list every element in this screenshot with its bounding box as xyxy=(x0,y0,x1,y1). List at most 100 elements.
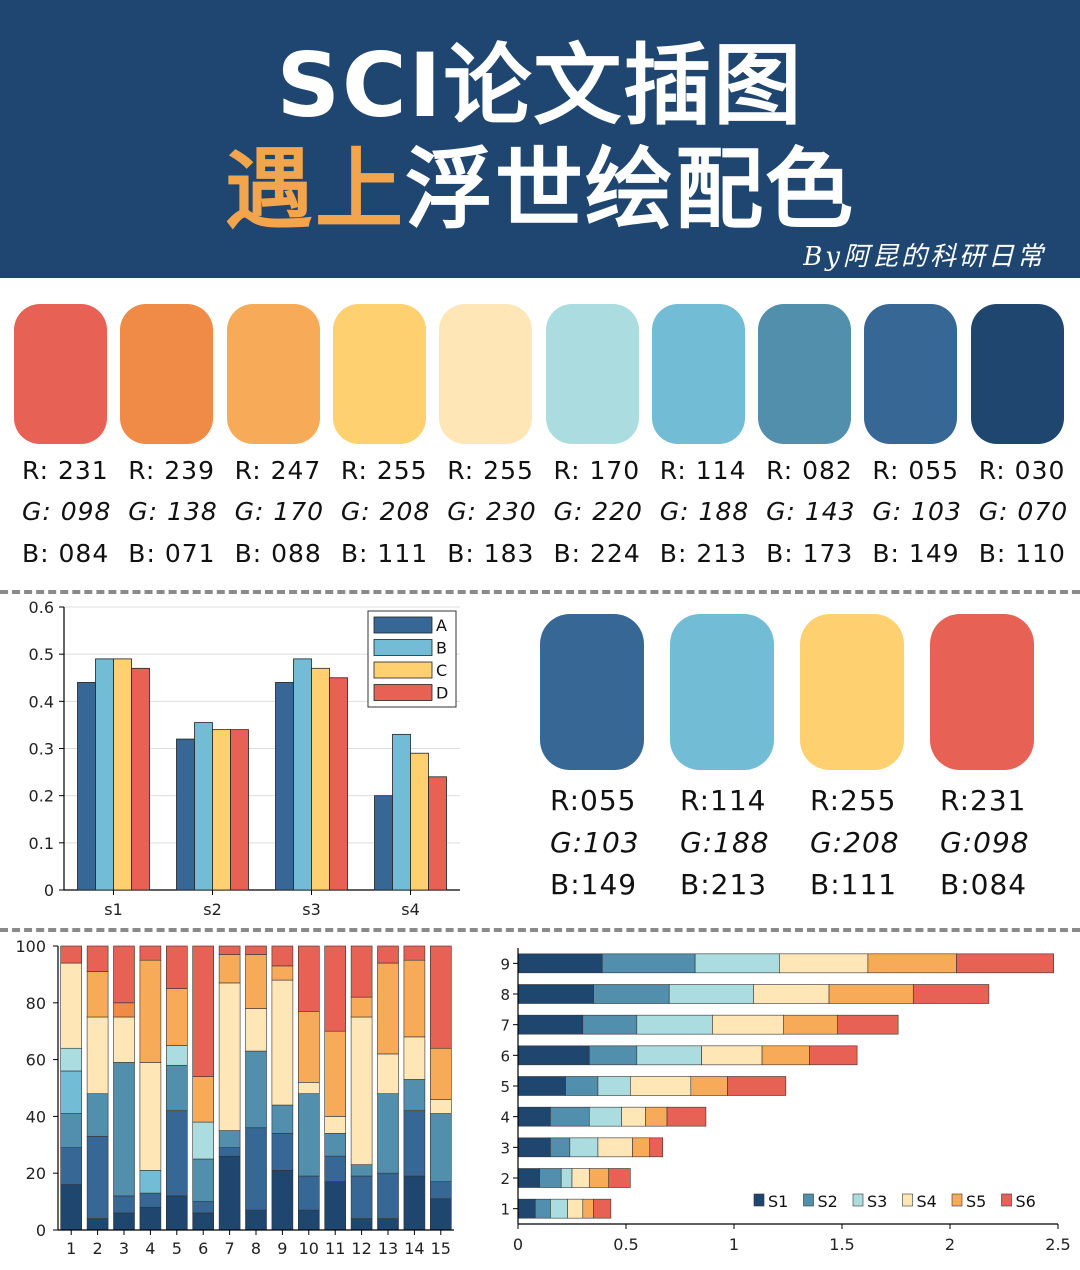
stacked-hbar-s4 xyxy=(779,953,869,974)
stacked-hbar-s5 xyxy=(761,1045,810,1066)
stacked-segment xyxy=(139,959,162,1063)
selected-color-swatch xyxy=(930,614,1034,770)
stacked-hbar-s2 xyxy=(565,1076,599,1096)
legend-label: S5 xyxy=(966,1192,986,1211)
stacked-hbar-s6 xyxy=(666,1106,707,1127)
x-tick-label: 4 xyxy=(145,1239,155,1258)
stacked-segment xyxy=(245,1209,267,1231)
selected-rgb-b: B:111 xyxy=(810,868,898,901)
stacked-segment xyxy=(271,945,294,967)
stacked-segment xyxy=(60,1147,83,1185)
legend-label: A xyxy=(436,616,447,635)
stacked-segment xyxy=(113,945,135,1004)
y-tick-label: 7 xyxy=(500,1017,510,1035)
stacked-segment xyxy=(350,1218,373,1231)
rgb-r-value: R: 247 xyxy=(234,456,322,485)
stacked-segment xyxy=(429,1099,452,1114)
stacked-segment xyxy=(271,1133,294,1171)
selected-color-swatch xyxy=(540,614,644,770)
rgb-g-value: G: 103 xyxy=(872,497,962,526)
stacked-hbar-s6 xyxy=(912,984,990,1004)
stacked-segment xyxy=(113,1195,135,1214)
selected-rgb-g: G:208 xyxy=(810,826,900,859)
stacked-segment xyxy=(403,959,426,1038)
x-tick-label: 2 xyxy=(93,1239,103,1258)
rgb-b-value: B: 111 xyxy=(340,539,429,568)
stacked-hbar-s5 xyxy=(867,953,957,974)
y-tick-label: 0.5 xyxy=(29,645,54,664)
stacked-hbar-s2 xyxy=(539,1168,562,1188)
color-swatch xyxy=(120,304,214,444)
stacked-hbar-s6 xyxy=(956,953,1054,974)
x-tick-label: 7 xyxy=(225,1239,235,1258)
x-tick-label: 9 xyxy=(277,1239,287,1258)
selected-rgb-g: G:188 xyxy=(680,826,770,859)
stacked-segment xyxy=(429,1113,452,1183)
stacked-segment xyxy=(218,982,241,1131)
y-tick-label: 4 xyxy=(500,1109,510,1127)
stacked-hbar-s4 xyxy=(712,1014,784,1035)
stacked-segment xyxy=(324,1181,347,1231)
x-tick-label: 0 xyxy=(513,1235,523,1254)
color-swatch xyxy=(14,304,107,444)
title-line1: SCI论文插图 xyxy=(276,34,804,137)
stacked-segment xyxy=(86,1016,109,1094)
stacked-segment xyxy=(403,1079,426,1112)
rgb-r-value: R: 170 xyxy=(553,456,641,485)
stacked-hbar-s5 xyxy=(783,1014,838,1035)
stacked-hbar-s6 xyxy=(809,1045,858,1066)
stacked-segment xyxy=(166,945,188,989)
stacked-segment xyxy=(86,1218,109,1231)
stacked-hbar-s2 xyxy=(534,1198,551,1219)
stacked-segment xyxy=(350,1175,373,1219)
stacked-hbar-s2 xyxy=(593,984,670,1004)
rgb-b-value: B: 224 xyxy=(553,539,641,568)
x-tick-label: 15 xyxy=(431,1239,451,1258)
rgb-g-value: G: 070 xyxy=(978,497,1069,526)
horizontal-stacked-bar-chart: 1 2 3 4 5 6 7 8 9 0 0.5 1 1.5 2 2.5 S1 S2 S3 S4 S5 S6 xyxy=(500,948,1071,1254)
stacked-segment xyxy=(192,1121,214,1160)
stacked-segment xyxy=(377,1093,399,1174)
stacked-hbar-s4 xyxy=(753,984,830,1004)
title-line2-highlight: 遇上 xyxy=(224,138,405,241)
stacked-segment xyxy=(377,962,399,1055)
stacked-segment xyxy=(297,945,320,1012)
stacked-segment xyxy=(429,1181,452,1200)
stacked-hbar-s1 xyxy=(517,1106,551,1127)
x-tick-label: 1 xyxy=(66,1239,76,1258)
legend-swatch xyxy=(373,639,433,656)
legend-label: B xyxy=(436,639,447,658)
bar-d xyxy=(329,677,348,891)
rgb-g-value: G: 188 xyxy=(659,497,750,526)
stacked-hbar-s3 xyxy=(694,953,780,974)
selected-color-swatch xyxy=(670,614,774,770)
stacked-segment xyxy=(350,1164,373,1177)
stacked-hbar-s1 xyxy=(517,1168,540,1188)
bar-c xyxy=(113,658,132,891)
stacked-segment xyxy=(86,1135,109,1219)
rgb-r-value: R: 114 xyxy=(659,456,747,485)
selected-rgb-g: G:098 xyxy=(940,826,1030,859)
legend-swatch xyxy=(951,1193,963,1207)
legend-label: S6 xyxy=(1016,1192,1036,1211)
stacked-segment xyxy=(429,945,452,1049)
stacked-segment xyxy=(192,1076,214,1123)
rgb-r-value: R: 055 xyxy=(872,456,960,485)
stacked-segment xyxy=(297,1082,320,1094)
x-tick-label: 6 xyxy=(198,1239,208,1258)
x-tick-label: 8 xyxy=(251,1239,261,1258)
stacked-hbar-s2 xyxy=(588,1045,638,1066)
title-line2: 遇上浮世绘配色 xyxy=(0,140,1080,240)
y-tick-label: 100 xyxy=(15,937,46,956)
stacked-segment xyxy=(192,1212,214,1231)
color-swatch xyxy=(332,304,426,444)
bar-c xyxy=(212,729,231,891)
stacked-segment xyxy=(113,1016,135,1063)
selected-rgb-r: R:055 xyxy=(550,784,637,817)
rgb-g-value: G: 230 xyxy=(447,497,537,526)
rgb-b-value: B: 183 xyxy=(447,539,535,568)
stacked-segment xyxy=(324,1030,347,1117)
stacked-hbar-s2 xyxy=(601,953,696,974)
title-line2-rest: 浮世绘配色 xyxy=(405,138,856,241)
